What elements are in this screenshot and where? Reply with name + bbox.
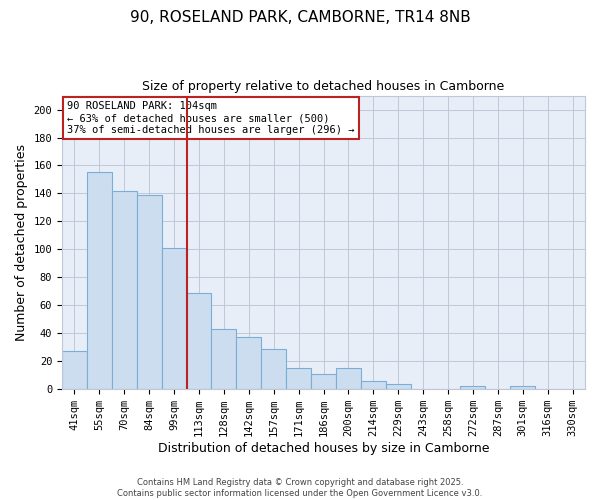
Text: 90, ROSELAND PARK, CAMBORNE, TR14 8NB: 90, ROSELAND PARK, CAMBORNE, TR14 8NB xyxy=(130,10,470,25)
Bar xyxy=(161,248,187,389)
Bar xyxy=(460,386,485,389)
Bar xyxy=(386,384,410,389)
Bar xyxy=(261,348,286,389)
Bar xyxy=(87,172,112,389)
Bar xyxy=(236,338,261,389)
Bar xyxy=(286,368,311,389)
Bar xyxy=(112,190,137,389)
Text: Contains HM Land Registry data © Crown copyright and database right 2025.
Contai: Contains HM Land Registry data © Crown c… xyxy=(118,478,482,498)
Bar xyxy=(361,381,386,389)
Bar xyxy=(137,195,161,389)
Bar xyxy=(187,292,211,389)
X-axis label: Distribution of detached houses by size in Camborne: Distribution of detached houses by size … xyxy=(158,442,489,455)
Bar xyxy=(311,374,336,389)
Text: 90 ROSELAND PARK: 104sqm
← 63% of detached houses are smaller (500)
37% of semi-: 90 ROSELAND PARK: 104sqm ← 63% of detach… xyxy=(67,102,355,134)
Bar xyxy=(336,368,361,389)
Bar xyxy=(211,329,236,389)
Title: Size of property relative to detached houses in Camborne: Size of property relative to detached ho… xyxy=(142,80,505,93)
Bar xyxy=(510,386,535,389)
Bar xyxy=(62,352,87,389)
Y-axis label: Number of detached properties: Number of detached properties xyxy=(15,144,28,341)
